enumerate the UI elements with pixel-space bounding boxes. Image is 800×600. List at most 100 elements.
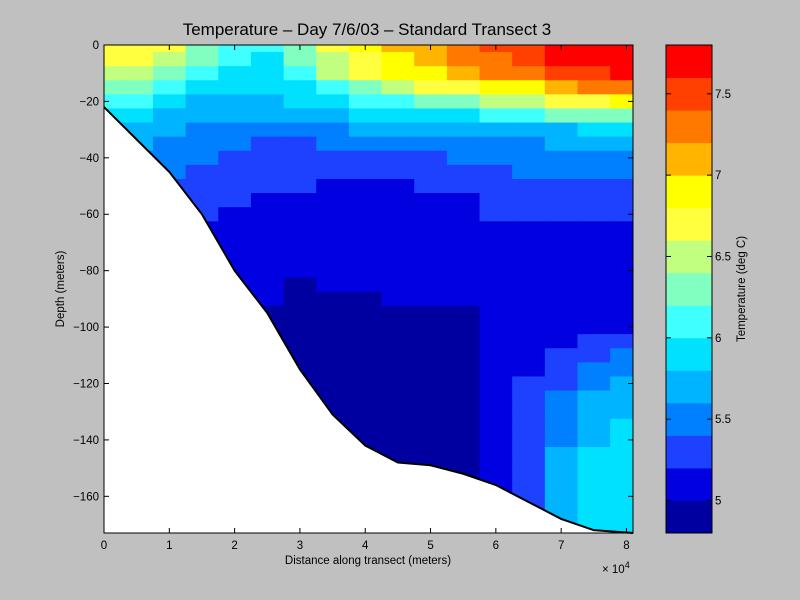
- temperature-cell: [577, 348, 611, 363]
- temperature-cell: [218, 66, 252, 81]
- temperature-cell: [218, 94, 252, 110]
- temperature-cell: [348, 207, 383, 222]
- temperature-cell: [610, 277, 633, 293]
- temperature-cell: [610, 178, 633, 194]
- temperature-cell: [479, 263, 513, 279]
- temperature-cell: [577, 418, 611, 434]
- temperature-cell: [381, 136, 415, 152]
- temperature-cell: [381, 376, 415, 392]
- temperature-cell: [250, 263, 285, 279]
- temperature-cell: [446, 390, 481, 406]
- plot-frame: [103, 44, 634, 534]
- colorbar-band: [666, 467, 712, 501]
- x-tick-label: 4: [362, 540, 369, 552]
- temperature-cell: [104, 66, 121, 81]
- temperature-cell: [512, 150, 546, 166]
- colorbar-band: [666, 337, 712, 371]
- temperature-cell: [479, 334, 513, 349]
- temperature-cell: [577, 66, 611, 81]
- temperature-cell: [218, 207, 252, 222]
- temperature-cell: [218, 221, 252, 237]
- colorbar: 5 5.5 6 6.5 7 7.5 Temperature (deg C): [665, 44, 748, 534]
- temperature-cell: [185, 150, 219, 166]
- temperature-cell: [283, 122, 317, 138]
- temperature-cell: [316, 80, 350, 95]
- x-tick-label: 3: [297, 540, 303, 552]
- temperature-cell: [577, 108, 611, 124]
- temperature-cell: [316, 390, 350, 406]
- temperature-cell: [218, 122, 252, 138]
- y-tick-label: −140: [73, 435, 99, 447]
- temperature-cell: [577, 376, 611, 392]
- temperature-cell: [283, 150, 317, 166]
- temperature-cell: [577, 221, 611, 237]
- temperature-cell: [152, 108, 187, 124]
- temperature-cell: [283, 305, 317, 321]
- temperature-cell: [479, 305, 513, 321]
- temperature-cell: [316, 178, 350, 194]
- temperature-cell: [414, 52, 448, 67]
- temperature-cell: [512, 461, 546, 476]
- temperature-cell: [250, 80, 285, 95]
- temperature-cell: [381, 390, 415, 406]
- temperature-cell: [544, 390, 579, 406]
- temperature-cell: [104, 52, 121, 67]
- temperature-cell: [250, 235, 285, 251]
- temperature-cell: [577, 404, 611, 420]
- temperature-cell: [316, 164, 350, 180]
- temperature-cell: [512, 207, 546, 222]
- x-exponent-power: 4: [625, 560, 630, 570]
- temperature-cell: [348, 108, 383, 124]
- colorbar-band: [666, 77, 712, 111]
- colorbar-label: Temperature (deg C): [736, 236, 748, 342]
- temperature-cell: [381, 150, 415, 166]
- temperature-cell: [544, 80, 579, 95]
- temperature-cell: [446, 164, 481, 180]
- temperature-cell: [479, 80, 513, 95]
- temperature-cell: [544, 475, 579, 490]
- temperature-cell: [414, 263, 448, 279]
- temperature-cell: [120, 52, 154, 67]
- temperature-cell: [479, 348, 513, 363]
- temperature-cell: [414, 136, 448, 152]
- temperature-cell: [544, 52, 579, 67]
- colorbar-tick-label: 5.5: [715, 414, 731, 426]
- y-tick-label: −40: [79, 153, 99, 165]
- temperature-cell: [316, 207, 350, 222]
- temperature-cell: [381, 263, 415, 279]
- temperature-cell: [544, 291, 579, 307]
- temperature-cell: [316, 531, 350, 533]
- temperature-cell: [348, 221, 383, 237]
- temperature-cell: [316, 52, 350, 67]
- temperature-cell: [414, 249, 448, 265]
- temperature-cell: [250, 193, 285, 208]
- temperature-cell: [316, 263, 350, 279]
- temperature-cell: [283, 221, 317, 237]
- temperature-cell: [414, 418, 448, 434]
- temperature-cell: [348, 291, 383, 307]
- temperature-cell: [283, 249, 317, 265]
- temperature-cell: [577, 334, 611, 349]
- temperature-cell: [577, 277, 611, 293]
- temperature-cell: [414, 207, 448, 222]
- colorbar-band: [666, 45, 712, 79]
- temperature-cell: [446, 418, 481, 434]
- temperature-cell: [250, 164, 285, 180]
- temperature-cell: [479, 446, 513, 462]
- x-tick-label: 2: [231, 540, 237, 552]
- temperature-cell: [414, 348, 448, 363]
- temperature-cell: [446, 291, 481, 307]
- temperature-cell: [250, 45, 285, 53]
- temperature-cell: [316, 249, 350, 265]
- temperature-cell: [381, 362, 415, 378]
- temperature-cell: [446, 66, 481, 81]
- temperature-cell: [479, 108, 513, 124]
- temperature-cell: [348, 122, 383, 138]
- temperature-cell: [544, 108, 579, 124]
- temperature-cell: [577, 150, 611, 166]
- temperature-cell: [610, 475, 633, 490]
- colorbar-tick-label: 5: [715, 495, 721, 507]
- y-axis-label: Depth (meters): [55, 250, 67, 327]
- temperature-cell: [512, 432, 546, 448]
- temperature-cell: [316, 291, 350, 307]
